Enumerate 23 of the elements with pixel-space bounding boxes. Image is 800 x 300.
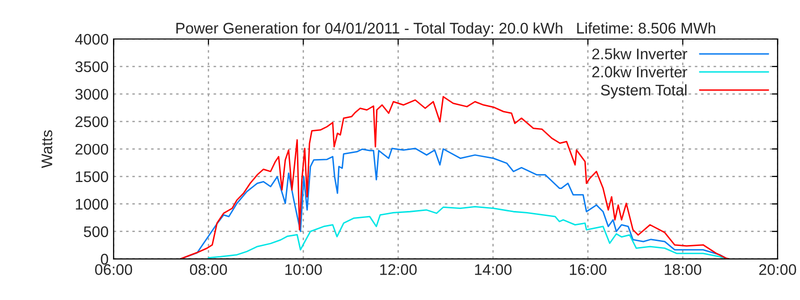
legend-label: 2.5kw Inverter (592, 48, 688, 60)
y-tick-label: 0 (100, 254, 108, 265)
x-tick-label: 20:00 (759, 264, 796, 275)
x-tick-label: 12:00 (380, 264, 417, 275)
legend-label: 2.0kw Inverter (592, 66, 688, 78)
y-axis-title: Watts (42, 130, 52, 168)
y-tick-label: 500 (84, 226, 108, 238)
y-tick-label: 1000 (76, 198, 108, 210)
x-tick-label: 06:00 (95, 264, 132, 275)
x-tick-label: 18:00 (664, 264, 702, 275)
y-tick-label: 4000 (75, 34, 108, 45)
x-tick-label: 08:00 (190, 264, 227, 275)
y-tick-label: 1500 (76, 171, 108, 182)
y-tick-label: 2000 (76, 144, 108, 155)
x-tick-label: 10:00 (285, 264, 322, 275)
x-tick-label: 16:00 (570, 264, 606, 275)
x-tick-label: 14:00 (475, 264, 512, 275)
y-tick-label: 2500 (76, 116, 108, 128)
line-series (208, 206, 726, 259)
legend-label: System Total (600, 84, 686, 99)
y-tick-label: 3500 (75, 61, 108, 72)
chart-title: Power Generation for 04/01/2011 - Total Today: 20.0 kWh Lifetime: 8.506 MWh (176, 22, 716, 37)
y-tick-label: 3000 (75, 88, 108, 100)
